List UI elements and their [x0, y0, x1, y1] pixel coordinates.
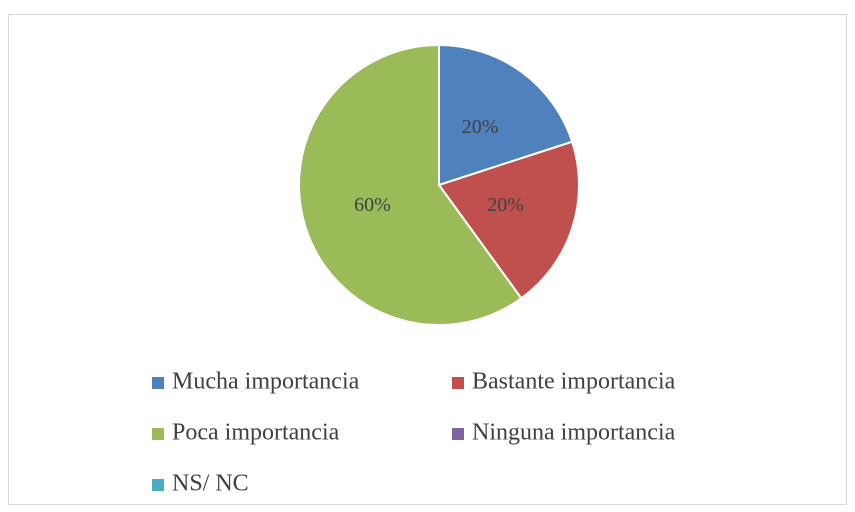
legend-label: Bastante importancia — [472, 369, 676, 395]
legend-swatch — [452, 428, 464, 440]
legend-swatch — [452, 377, 464, 389]
legend-swatch — [152, 428, 164, 440]
legend-label: Poca importancia — [172, 420, 340, 446]
data-label: 60% — [354, 194, 391, 216]
legend-label: Mucha importancia — [172, 369, 360, 395]
data-label: 20% — [487, 194, 524, 216]
pie-slice — [438, 43, 574, 187]
legend-swatch — [152, 377, 164, 389]
legend-swatch — [152, 479, 164, 491]
data-label: 20% — [462, 116, 499, 138]
pie-slice — [437, 140, 580, 300]
legend-label: NS/ NC — [172, 471, 249, 497]
legend-label: Ninguna importancia — [472, 420, 676, 446]
pie-slice — [298, 43, 523, 326]
